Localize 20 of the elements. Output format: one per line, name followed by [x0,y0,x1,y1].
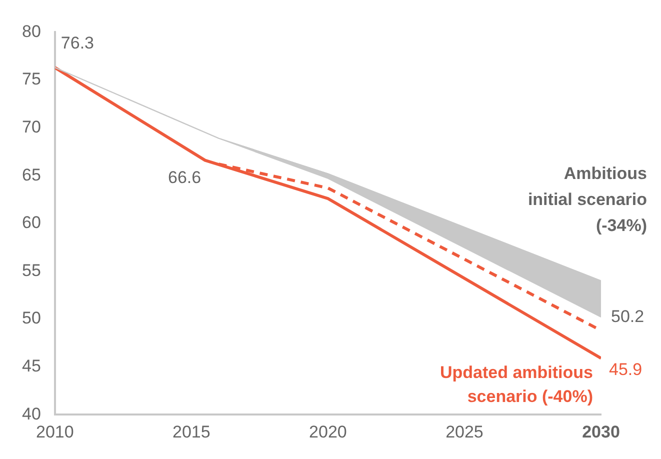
y-tick-label: 40 [22,404,41,424]
x-tick-label: 2020 [309,422,347,442]
y-tick-label: 55 [22,260,41,280]
y-tick-label: 70 [22,117,41,136]
x-tick-label: 2010 [36,422,74,442]
x-tick-label: 2015 [172,422,210,442]
y-tick-label: 80 [22,22,41,41]
x-tick-label: 2025 [446,422,484,442]
annotation: 50.2 [611,306,644,326]
x-tick-label: 2030 [582,422,620,442]
y-tick-label: 75 [22,70,41,89]
y-tick-label: 65 [22,165,41,184]
data-label: 66.6 [168,168,202,187]
y-tick-label: 60 [22,213,41,232]
data-label: 76.3 [60,33,94,52]
data-label: 45.9 [609,360,642,379]
series-label: Ambitious initial scenario (-34%) [528,164,647,235]
y-tick-label: 50 [22,308,41,328]
series-label: Updated ambitious scenario (-40%) [440,363,593,406]
y-tick-label: 45 [22,356,41,376]
